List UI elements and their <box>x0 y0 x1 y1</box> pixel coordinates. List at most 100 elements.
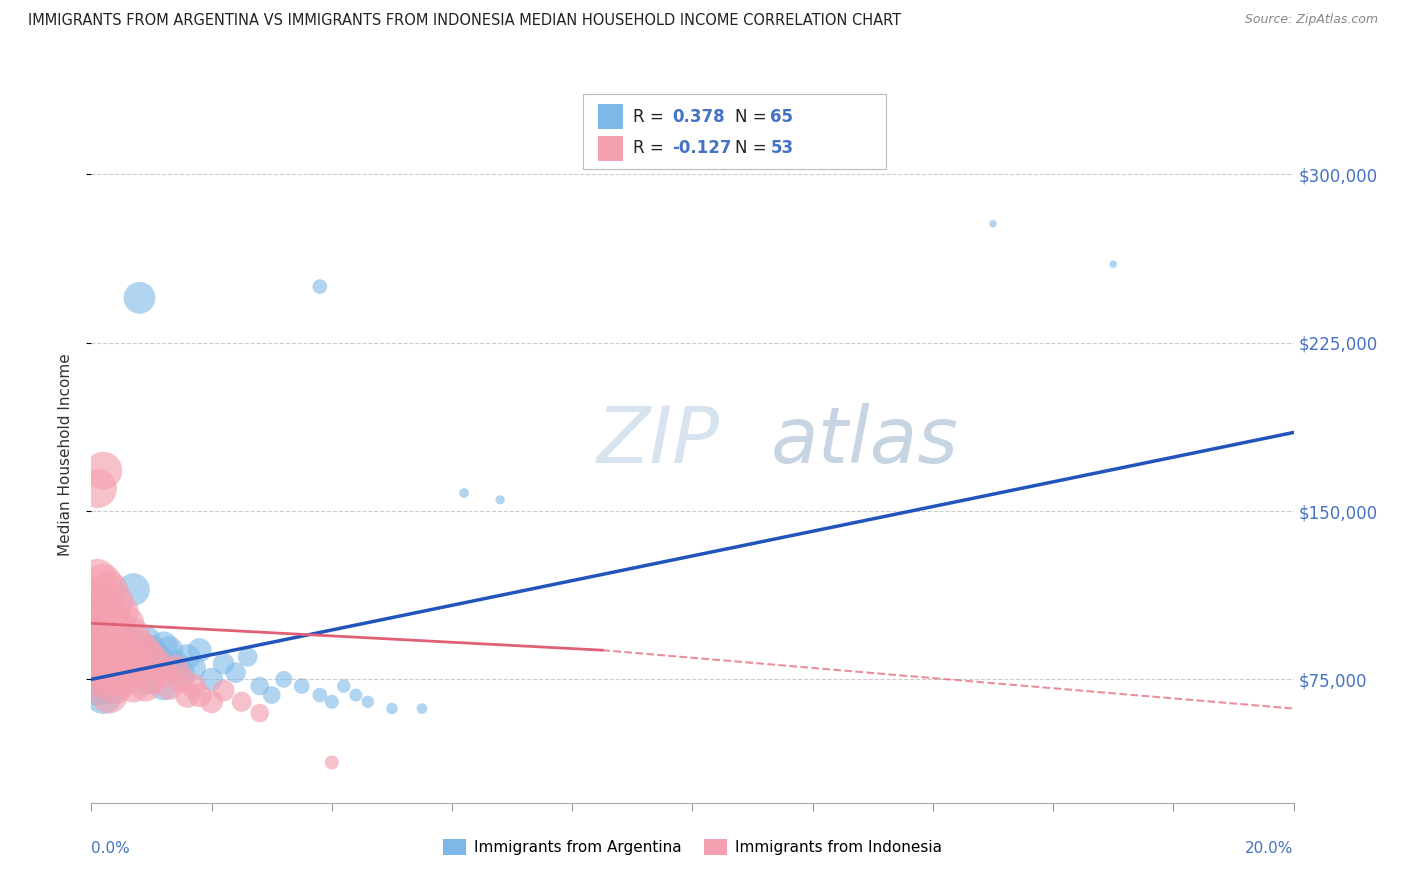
Point <box>152 639 174 653</box>
Point <box>146 649 169 664</box>
Point <box>86 590 108 604</box>
Point <box>453 486 475 500</box>
Point <box>93 464 115 478</box>
Point <box>86 616 108 631</box>
Point <box>128 639 150 653</box>
Point <box>98 627 121 641</box>
Point <box>86 627 108 641</box>
Legend: Immigrants from Argentina, Immigrants from Indonesia: Immigrants from Argentina, Immigrants fr… <box>437 833 948 862</box>
Point <box>98 582 121 597</box>
Point <box>321 756 343 770</box>
Text: R =: R = <box>633 139 669 157</box>
Point <box>236 649 259 664</box>
Point <box>104 673 127 687</box>
Text: ZIP: ZIP <box>596 403 720 479</box>
Point <box>86 679 108 693</box>
Point <box>146 657 169 671</box>
Point <box>110 661 132 675</box>
Point <box>98 643 121 657</box>
Text: atlas: atlas <box>770 403 959 479</box>
Point <box>134 673 156 687</box>
Text: Source: ZipAtlas.com: Source: ZipAtlas.com <box>1244 13 1378 27</box>
Point <box>117 665 139 680</box>
Point <box>98 627 121 641</box>
Point <box>291 679 314 693</box>
Text: 53: 53 <box>770 139 793 157</box>
Point <box>183 661 205 675</box>
Point <box>86 571 108 585</box>
Point <box>128 291 150 305</box>
Point <box>98 665 121 680</box>
Point <box>86 621 108 635</box>
Point <box>260 688 283 702</box>
Point <box>86 665 108 680</box>
Point <box>104 657 127 671</box>
Point <box>98 612 121 626</box>
Point <box>201 673 224 687</box>
Point <box>86 657 108 671</box>
Point <box>134 679 156 693</box>
Point <box>128 643 150 657</box>
Point <box>152 679 174 693</box>
Point <box>104 621 127 635</box>
Point <box>122 679 145 693</box>
Text: N =: N = <box>735 108 772 126</box>
Point <box>104 639 127 653</box>
Point <box>98 605 121 619</box>
Point <box>104 594 127 608</box>
Point <box>141 649 163 664</box>
Point <box>110 643 132 657</box>
Point <box>117 616 139 631</box>
Point <box>249 706 271 720</box>
Point <box>104 616 127 631</box>
Point <box>411 701 433 715</box>
Point <box>489 492 512 507</box>
Point <box>159 679 181 693</box>
Point <box>110 673 132 687</box>
Point <box>104 639 127 653</box>
Point <box>170 665 193 680</box>
Text: 20.0%: 20.0% <box>1246 841 1294 856</box>
Text: 0.378: 0.378 <box>672 108 724 126</box>
Point <box>212 657 235 671</box>
Point <box>117 643 139 657</box>
Point <box>128 661 150 675</box>
Point <box>344 688 367 702</box>
Point <box>86 482 108 496</box>
Point <box>86 643 108 657</box>
Point <box>122 639 145 653</box>
Text: IMMIGRANTS FROM ARGENTINA VS IMMIGRANTS FROM INDONESIA MEDIAN HOUSEHOLD INCOME C: IMMIGRANTS FROM ARGENTINA VS IMMIGRANTS … <box>28 13 901 29</box>
Point <box>308 688 330 702</box>
Point <box>188 643 211 657</box>
Point <box>110 627 132 641</box>
Point <box>381 701 404 715</box>
Point <box>141 657 163 671</box>
Y-axis label: Median Household Income: Median Household Income <box>58 353 73 557</box>
Point <box>93 649 115 664</box>
Point <box>321 695 343 709</box>
Point <box>134 643 156 657</box>
Point <box>86 605 108 619</box>
Point <box>159 643 181 657</box>
Point <box>98 643 121 657</box>
Point <box>201 695 224 709</box>
Point <box>176 649 198 664</box>
Point <box>122 649 145 664</box>
Point <box>333 679 356 693</box>
Point <box>122 627 145 641</box>
Point <box>231 695 253 709</box>
Point <box>141 643 163 657</box>
Point <box>117 634 139 648</box>
Point <box>122 582 145 597</box>
Text: 0.0%: 0.0% <box>91 841 131 856</box>
Point <box>183 679 205 693</box>
Point <box>170 673 193 687</box>
Point <box>98 661 121 675</box>
Point <box>165 661 187 675</box>
Point <box>98 679 121 693</box>
Point <box>93 634 115 648</box>
Point <box>93 673 115 687</box>
Point <box>212 683 235 698</box>
Point <box>104 679 127 693</box>
Point <box>225 665 247 680</box>
